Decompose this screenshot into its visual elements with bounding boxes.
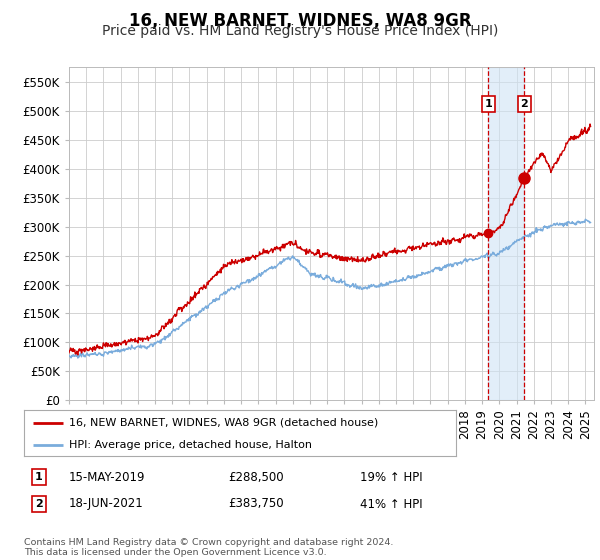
Text: 1: 1 — [35, 472, 43, 482]
Text: 1: 1 — [485, 99, 493, 109]
Text: 16, NEW BARNET, WIDNES, WA8 9GR: 16, NEW BARNET, WIDNES, WA8 9GR — [128, 12, 472, 30]
Text: 2: 2 — [521, 99, 529, 109]
Text: 15-MAY-2019: 15-MAY-2019 — [69, 470, 146, 484]
Text: £383,750: £383,750 — [228, 497, 284, 511]
Text: Contains HM Land Registry data © Crown copyright and database right 2024.
This d: Contains HM Land Registry data © Crown c… — [24, 538, 394, 557]
Text: 19% ↑ HPI: 19% ↑ HPI — [360, 470, 422, 484]
Text: HPI: Average price, detached house, Halton: HPI: Average price, detached house, Halt… — [70, 440, 313, 450]
Text: 2: 2 — [35, 499, 43, 509]
Text: 16, NEW BARNET, WIDNES, WA8 9GR (detached house): 16, NEW BARNET, WIDNES, WA8 9GR (detache… — [70, 418, 379, 428]
Text: Price paid vs. HM Land Registry's House Price Index (HPI): Price paid vs. HM Land Registry's House … — [102, 24, 498, 38]
Text: 41% ↑ HPI: 41% ↑ HPI — [360, 497, 422, 511]
Bar — [488, 67, 524, 400]
Text: £288,500: £288,500 — [228, 470, 284, 484]
Text: 18-JUN-2021: 18-JUN-2021 — [69, 497, 144, 511]
